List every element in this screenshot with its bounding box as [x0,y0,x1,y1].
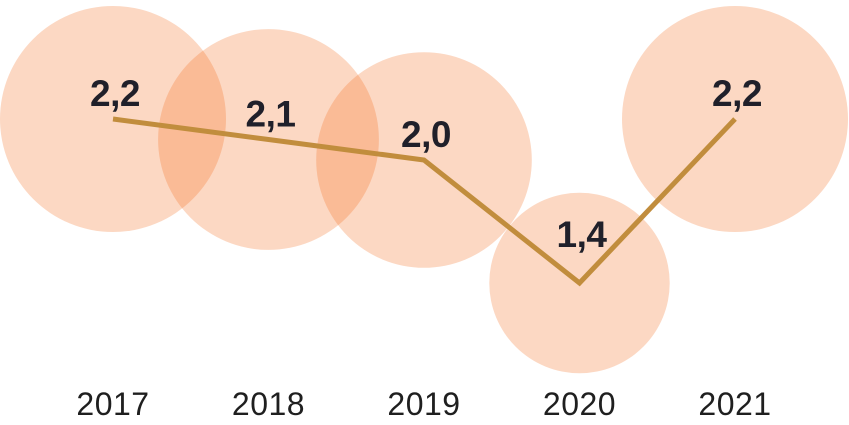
value-label-2021: 2,2 [712,73,762,114]
x-axis-label-2017: 2017 [76,386,149,422]
trend-line [112,116,737,287]
x-axis-label-2020: 2020 [543,386,616,422]
value-label-2017: 2,2 [90,73,140,114]
value-label-2020: 1,4 [557,214,608,255]
value-label-2019: 2,0 [401,114,451,155]
x-axis-label-2021: 2021 [698,386,771,422]
x-axis-label-2018: 2018 [232,386,305,422]
value-label-2018: 2,1 [246,94,296,135]
x-axis-label-2019: 2019 [387,386,460,422]
